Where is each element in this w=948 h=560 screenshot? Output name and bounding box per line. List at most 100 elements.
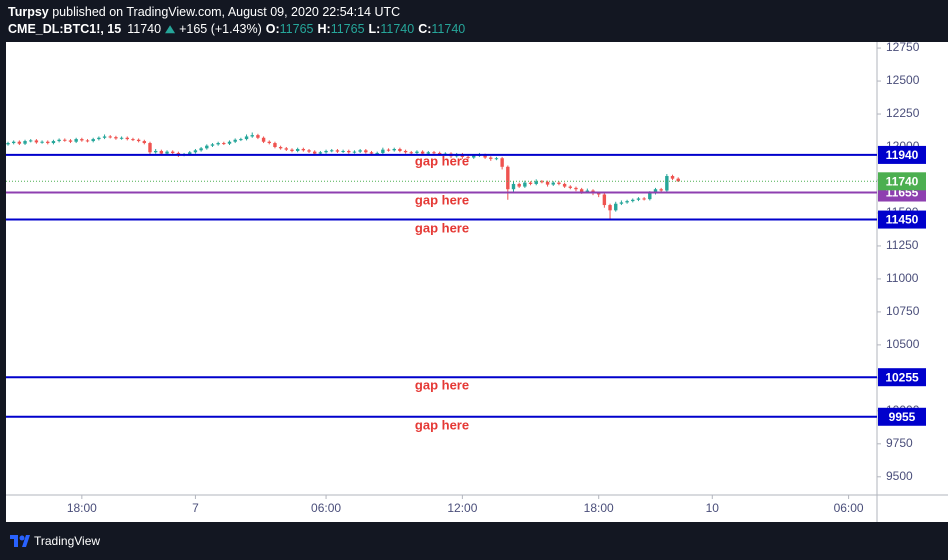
candle-body xyxy=(648,193,652,200)
candle-body xyxy=(85,140,90,142)
up-arrow xyxy=(165,25,176,34)
published: published on TradingView.com, August 09,… xyxy=(52,5,400,19)
annotation: gap here xyxy=(415,153,469,168)
candle-body xyxy=(369,152,374,154)
candle-body xyxy=(278,147,283,149)
candle-body xyxy=(222,143,226,145)
candle-body xyxy=(216,143,220,145)
candle-body xyxy=(244,136,249,140)
candle-body xyxy=(210,144,215,146)
candle-body xyxy=(29,140,33,142)
level-label: 9955 xyxy=(889,410,916,424)
quote-line: CME_DL:BTC1!, 15 11740 +165 (+1.43%) O:1176… xyxy=(8,22,465,36)
x-tick-label: 7 xyxy=(192,501,199,515)
candle-body xyxy=(335,150,340,152)
candle-body xyxy=(347,150,351,153)
candle-body xyxy=(574,187,578,190)
candle-body xyxy=(517,183,521,187)
candle-body xyxy=(290,149,294,151)
l-value: 11740 xyxy=(380,22,414,36)
annotation: gap here xyxy=(415,377,469,392)
y-tick-label: 9750 xyxy=(886,436,913,450)
x-tick-label: 06:00 xyxy=(311,501,341,515)
candle-body xyxy=(494,158,499,160)
candle-body xyxy=(557,182,561,184)
candle-body xyxy=(500,158,504,167)
candle-body xyxy=(51,141,56,144)
candle-body xyxy=(68,140,73,142)
candle-body xyxy=(625,201,629,203)
candle-body xyxy=(273,143,277,148)
candle-body xyxy=(415,151,419,153)
candle-body xyxy=(318,152,323,154)
last-price-label: 11740 xyxy=(886,174,919,188)
candle-body xyxy=(437,152,442,155)
c-label: C: xyxy=(418,22,431,36)
last-price-box xyxy=(878,172,926,191)
y-tick-label: 9500 xyxy=(886,469,913,483)
candle-body xyxy=(432,152,436,154)
candle-body xyxy=(17,141,22,144)
candle-body xyxy=(11,141,16,144)
candle-body xyxy=(358,150,362,152)
candle-body xyxy=(381,149,385,153)
candle-body xyxy=(256,135,260,138)
annotation: gap here xyxy=(415,220,469,235)
level-label: 10255 xyxy=(885,370,919,384)
candle-body xyxy=(205,145,209,149)
x-tick-label: 12:00 xyxy=(447,501,477,515)
candle-body xyxy=(392,148,396,151)
candle-body xyxy=(579,189,584,192)
candle-body xyxy=(80,139,84,141)
candle-body xyxy=(341,150,345,152)
candle-body xyxy=(551,182,555,185)
candle-body xyxy=(489,157,493,159)
h-label: H: xyxy=(318,22,331,36)
candle-body xyxy=(540,181,544,183)
candle-body xyxy=(153,150,158,153)
level-label-box xyxy=(878,210,926,229)
candle-body xyxy=(233,139,237,142)
candle-body xyxy=(301,148,306,151)
logo xyxy=(10,535,30,547)
candle-body xyxy=(324,150,328,153)
candle-body xyxy=(119,137,124,139)
candle-body xyxy=(568,186,572,188)
author: Turpsy xyxy=(8,5,49,19)
candle-body xyxy=(528,182,533,184)
candle-body xyxy=(642,198,646,200)
candle-body xyxy=(6,143,10,145)
annotation: gap here xyxy=(415,417,469,432)
candle-body xyxy=(114,137,118,139)
l-label: L: xyxy=(369,22,381,36)
candle-body xyxy=(34,140,39,143)
candle-body xyxy=(125,137,129,140)
y-tick-label: 10750 xyxy=(886,304,920,318)
candle-body xyxy=(364,150,368,153)
candle-body xyxy=(670,176,675,179)
footer-brand: TradingView xyxy=(34,534,100,548)
candle-body xyxy=(261,137,266,142)
candle-body xyxy=(313,151,317,154)
candle-body xyxy=(159,150,164,154)
candle-body xyxy=(23,141,27,144)
candle-body xyxy=(102,136,107,138)
header-line: Turpsy published on TradingView.com, Aug… xyxy=(8,5,400,19)
candle-body xyxy=(199,148,203,151)
candle-body xyxy=(614,203,618,211)
candle-body xyxy=(653,189,658,194)
candle-body xyxy=(403,150,408,153)
candle-body xyxy=(511,183,516,190)
candle-body xyxy=(63,139,67,141)
candle-body xyxy=(284,148,289,150)
candle-body xyxy=(398,148,402,151)
candle-body xyxy=(239,139,243,141)
candle-body xyxy=(171,151,175,153)
candle-body xyxy=(534,181,538,184)
candle-body xyxy=(631,199,635,202)
candle-body xyxy=(330,150,334,152)
candle-body xyxy=(636,198,641,200)
candle-body xyxy=(426,152,431,154)
level-label-box xyxy=(878,145,926,164)
candle-body xyxy=(596,193,601,195)
